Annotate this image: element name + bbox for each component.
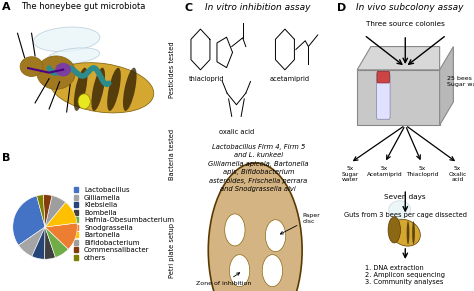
FancyBboxPatch shape: [376, 73, 390, 119]
Ellipse shape: [123, 68, 137, 111]
Ellipse shape: [74, 68, 88, 111]
Ellipse shape: [78, 94, 91, 109]
Ellipse shape: [47, 48, 100, 64]
Ellipse shape: [262, 255, 283, 287]
Legend: Lactobacillus, Gilliamella, Klebsiella, Bombella, Hafnia-Obesumbacterium, Snodgr: Lactobacillus, Gilliamella, Klebsiella, …: [73, 187, 174, 261]
Text: acetamiprid: acetamiprid: [270, 77, 310, 82]
Wedge shape: [32, 227, 45, 259]
Text: Zone of inhibition: Zone of inhibition: [196, 273, 251, 286]
Text: Paper
disc: Paper disc: [281, 213, 320, 234]
Text: A: A: [2, 1, 10, 12]
Text: Petri plate setup: Petri plate setup: [169, 223, 175, 278]
Ellipse shape: [20, 57, 43, 77]
Text: Bacteria tested: Bacteria tested: [169, 129, 175, 180]
FancyBboxPatch shape: [377, 71, 390, 83]
Text: In vitro inhibition assay: In vitro inhibition assay: [205, 3, 310, 12]
Text: 5x
Acetamiprid: 5x Acetamiprid: [367, 166, 402, 177]
Text: oxalic acid: oxalic acid: [219, 129, 254, 135]
Ellipse shape: [412, 221, 415, 244]
Ellipse shape: [407, 221, 410, 244]
Wedge shape: [13, 196, 45, 245]
Text: Three source colonies: Three source colonies: [366, 21, 445, 27]
Text: The honeybee gut microbiota: The honeybee gut microbiota: [21, 1, 146, 10]
Ellipse shape: [50, 63, 154, 113]
Text: 5x
Thiacloprid: 5x Thiacloprid: [406, 166, 438, 177]
Text: 25 bees
Sugar water: 25 bees Sugar water: [447, 76, 474, 87]
Ellipse shape: [265, 220, 286, 252]
Text: 1. DNA extraction
2. Amplicon sequencing
3. Community analyses: 1. DNA extraction 2. Amplicon sequencing…: [365, 265, 445, 285]
Wedge shape: [18, 227, 45, 256]
Wedge shape: [45, 227, 55, 259]
Circle shape: [55, 63, 71, 77]
Ellipse shape: [34, 27, 100, 52]
Wedge shape: [43, 195, 52, 227]
Text: B: B: [2, 153, 10, 163]
Ellipse shape: [91, 68, 105, 111]
Wedge shape: [45, 196, 66, 227]
Polygon shape: [439, 47, 453, 125]
Wedge shape: [45, 227, 68, 258]
Ellipse shape: [37, 56, 75, 89]
Text: 5x
Sugar
water: 5x Sugar water: [342, 166, 359, 182]
Text: Guts from 3 bees per cage dissected: Guts from 3 bees per cage dissected: [344, 212, 467, 218]
Ellipse shape: [107, 68, 121, 111]
Ellipse shape: [388, 217, 401, 243]
Text: Seven days: Seven days: [384, 194, 426, 200]
Text: D: D: [337, 3, 346, 13]
Text: In vivo subcolony assay: In vivo subcolony assay: [356, 3, 463, 12]
Ellipse shape: [229, 255, 250, 287]
Text: C: C: [185, 3, 193, 13]
Ellipse shape: [225, 214, 245, 246]
Wedge shape: [45, 202, 77, 227]
Wedge shape: [36, 195, 45, 227]
Ellipse shape: [390, 219, 420, 246]
Ellipse shape: [389, 201, 411, 218]
Circle shape: [208, 163, 302, 291]
Polygon shape: [357, 47, 439, 70]
Text: thiacloprid: thiacloprid: [189, 77, 225, 82]
Wedge shape: [45, 223, 77, 249]
Text: Lactobacillus Firm 4, Firm 5
and L. kunkeei
Gilliamella apicola, Bartonella
apis: Lactobacillus Firm 4, Firm 5 and L. kunk…: [208, 144, 309, 192]
Text: Pesticides tested: Pesticides tested: [169, 42, 175, 98]
FancyBboxPatch shape: [357, 70, 439, 125]
Text: 5x
Oxalic
acid: 5x Oxalic acid: [448, 166, 466, 182]
